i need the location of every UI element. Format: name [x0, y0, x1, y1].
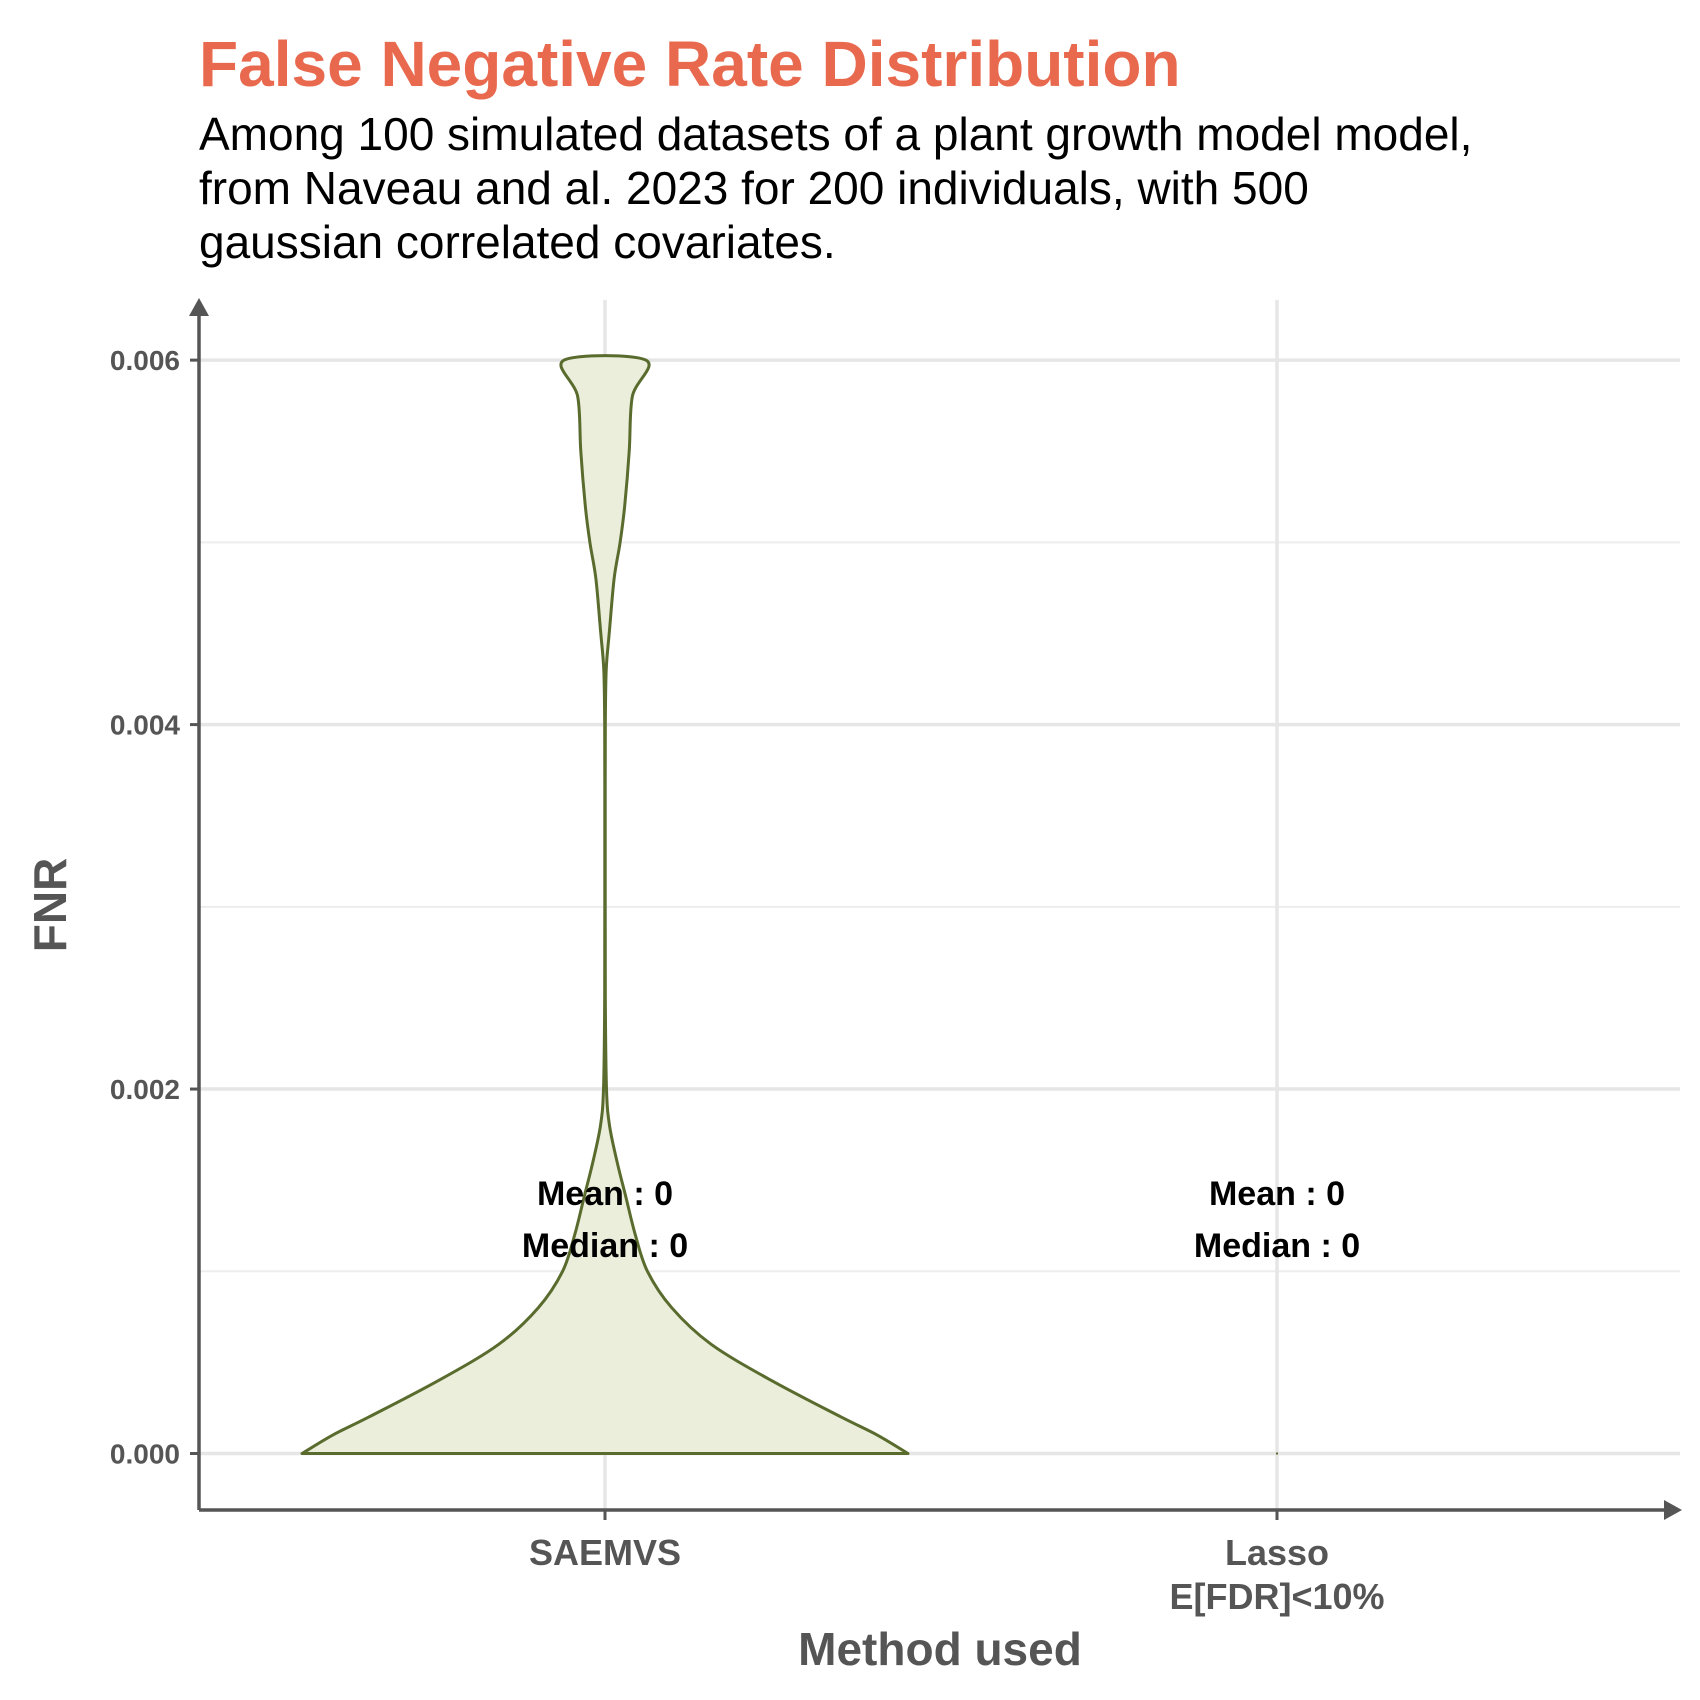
x-tick-label-1-1: E[FDR]<10%	[1169, 1576, 1384, 1617]
chart-subtitle-line-1: Among 100 simulated datasets of a plant …	[199, 108, 1472, 160]
annotations: Mean : 0 Median : 0 Mean : 0 Median : 0	[522, 1175, 1360, 1265]
y-axis-title: FNR	[24, 858, 76, 953]
axes: 0.000 0.002 0.004 0.006 SAEMVS LassoE[FDR]<10…	[110, 298, 1682, 1617]
x-axis-title: Method used	[798, 1623, 1082, 1675]
x-axis-arrowhead	[1664, 1500, 1682, 1520]
chart-subtitle-line-3: gaussian correlated covariates.	[199, 216, 836, 268]
y-tick-label-1: 0.002	[110, 1074, 180, 1105]
annotation-median-0: Median : 0	[522, 1227, 688, 1265]
annotation-mean-0: Mean : 0	[537, 1175, 673, 1213]
violin-0	[300, 354, 910, 1455]
gridlines	[199, 300, 1680, 1510]
annotation-median-1: Median : 0	[1194, 1227, 1360, 1265]
y-tick-label-2: 0.004	[110, 710, 180, 741]
y-tick-label-3: 0.006	[110, 345, 180, 376]
y-axis-arrowhead	[189, 298, 209, 316]
chart-title: False Negative Rate Distribution	[199, 28, 1181, 100]
chart-subtitle-line-2: from Naveau and al. 2023 for 200 individ…	[199, 162, 1309, 214]
violins	[300, 354, 1278, 1455]
y-tick-label-0: 0.000	[110, 1439, 180, 1470]
x-tick-label-1-0: Lasso	[1225, 1532, 1329, 1573]
annotation-mean-1: Mean : 0	[1209, 1175, 1345, 1213]
x-tick-label-0-0: SAEMVS	[529, 1532, 681, 1573]
